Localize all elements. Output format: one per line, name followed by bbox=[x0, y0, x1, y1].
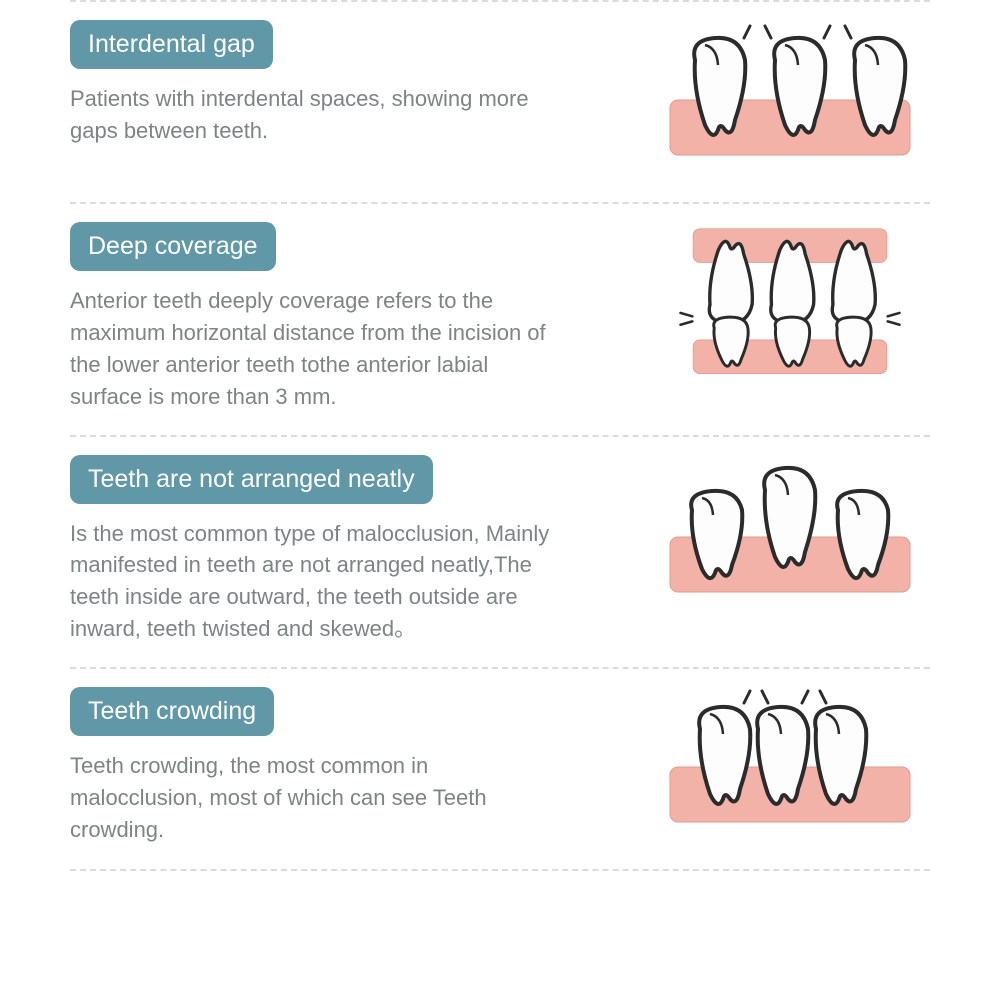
teeth-deep-coverage-icon bbox=[650, 222, 930, 382]
section-description: Anterior teeth deeply coverage refers to… bbox=[70, 285, 550, 413]
section-title-badge: Teeth crowding bbox=[70, 687, 274, 736]
text-column: Teeth are not arranged neatly Is the mos… bbox=[70, 455, 620, 646]
section-description: Is the most common type of malocclusion,… bbox=[70, 518, 550, 646]
teeth-uneven-icon bbox=[650, 455, 930, 615]
section-description: Teeth crowding, the most common in maloc… bbox=[70, 750, 550, 846]
section-divider bbox=[70, 869, 930, 871]
section-deep-coverage: Deep coverage Anterior teeth deeply cove… bbox=[70, 204, 930, 435]
teeth-crowding-icon bbox=[650, 687, 930, 847]
section-not-neat: Teeth are not arranged neatly Is the mos… bbox=[70, 437, 930, 668]
section-interdental-gap: Interdental gap Patients with interdenta… bbox=[70, 2, 930, 202]
section-title-badge: Teeth are not arranged neatly bbox=[70, 455, 433, 504]
section-crowding: Teeth crowding Teeth crowding, the most … bbox=[70, 669, 930, 869]
section-title-badge: Deep coverage bbox=[70, 222, 276, 271]
section-title-badge: Interdental gap bbox=[70, 20, 273, 69]
section-description: Patients with interdental spaces, showin… bbox=[70, 83, 550, 147]
teeth-gap-icon bbox=[650, 20, 930, 180]
text-column: Interdental gap Patients with interdenta… bbox=[70, 20, 620, 147]
text-column: Teeth crowding Teeth crowding, the most … bbox=[70, 687, 620, 846]
text-column: Deep coverage Anterior teeth deeply cove… bbox=[70, 222, 620, 413]
